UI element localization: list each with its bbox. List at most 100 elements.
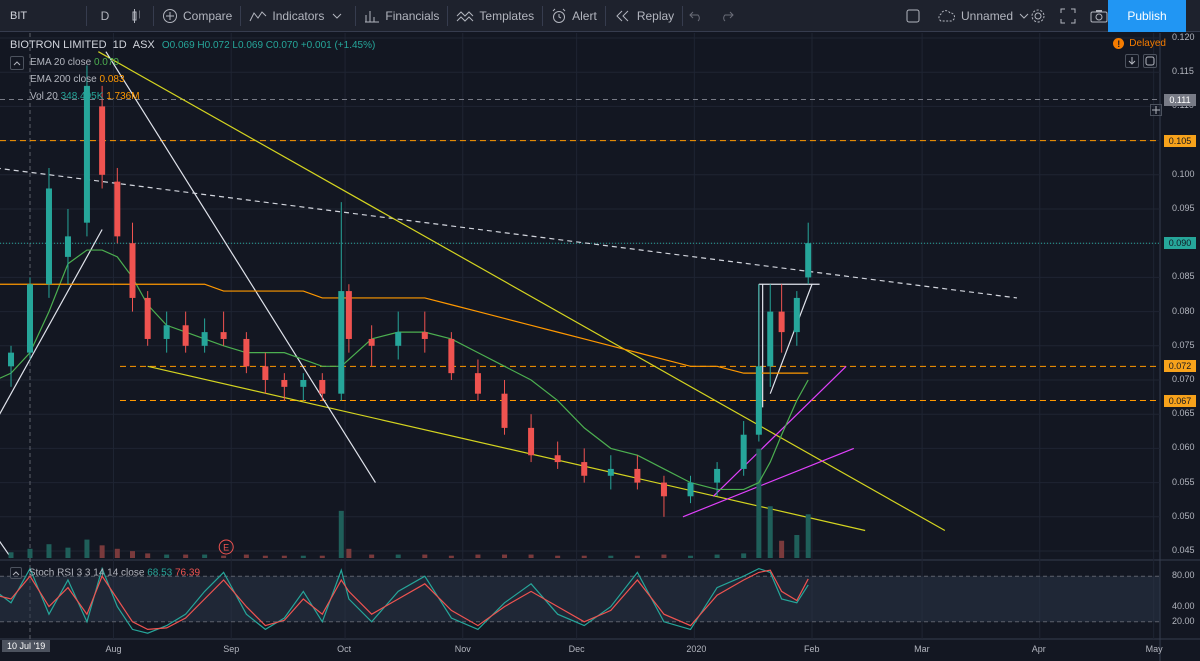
scroll-down-button[interactable] — [1125, 54, 1139, 68]
volume-ma-value: 1.736M — [106, 91, 140, 102]
plus-circle-icon — [163, 8, 177, 23]
price-tick-label: 0.070 — [1172, 374, 1195, 384]
price-chart[interactable]: E — [0, 33, 1200, 661]
earnings-marker — [218, 539, 234, 555]
candle-body — [395, 332, 402, 346]
volume-bar — [805, 514, 811, 558]
indicators-button[interactable]: Indicators — [241, 0, 355, 32]
interval-button[interactable]: D — [87, 0, 123, 32]
symbol-search[interactable]: BIT — [0, 0, 86, 32]
templates-icon — [457, 10, 474, 22]
volume-bar — [422, 554, 428, 558]
candle-body — [421, 332, 428, 339]
alert-label: Alert — [572, 8, 597, 23]
symbol-legend: BIOTRON LIMITED 1D ASX O0.069 H0.072 L0.… — [10, 39, 375, 51]
candle-body — [554, 455, 561, 463]
chart-area[interactable]: E BIOTRON LIMITED 1D ASX O0.069 H0.072 L… — [0, 32, 1200, 661]
arrow-down-icon — [1128, 57, 1136, 65]
volume-bars — [8, 448, 811, 558]
alarm-clock-icon — [552, 8, 566, 23]
candle-body — [767, 311, 774, 367]
publish-button[interactable]: Publish — [1108, 0, 1186, 32]
delayed-badge[interactable]: ! Delayed — [1113, 38, 1166, 49]
candle-body — [182, 325, 189, 346]
cloud-icon — [938, 9, 955, 21]
yellow-trendline — [98, 51, 946, 532]
fullscreen-toggle-button[interactable] — [898, 0, 933, 32]
compare-button[interactable]: Compare — [154, 0, 240, 32]
replay-button[interactable]: Replay — [606, 0, 682, 32]
candle-body — [581, 462, 588, 476]
volume-bar — [319, 555, 325, 558]
candles-icon — [132, 8, 140, 23]
candle-body — [129, 243, 136, 298]
collapse-rsi-button[interactable] — [10, 567, 22, 579]
volume-bar — [84, 539, 90, 558]
candle-body — [8, 352, 15, 367]
stoch-k-value: 68.53 — [147, 567, 173, 579]
replay-label: Replay — [636, 8, 675, 23]
white-trendline — [105, 51, 376, 483]
volume-label: Vol 20 — [30, 91, 58, 102]
add-line-button[interactable] — [1150, 104, 1162, 116]
volume-bar — [767, 506, 773, 558]
volume-bar — [608, 555, 614, 558]
grid — [0, 33, 1200, 661]
publish-label: Publish — [1127, 9, 1167, 23]
price-tick-label: 0.075 — [1172, 339, 1195, 350]
volume-bar — [46, 544, 52, 558]
volume-bar — [99, 545, 105, 558]
price-badge: 0.090 — [1164, 237, 1196, 250]
financials-button[interactable]: Financials — [356, 0, 447, 32]
alert-button[interactable]: Alert — [543, 0, 605, 32]
reset-chart-button[interactable] — [1143, 54, 1157, 68]
candle-body — [607, 468, 614, 476]
white-trendline — [0, 229, 103, 415]
candle-body — [99, 106, 106, 175]
templates-button[interactable]: Templates — [448, 0, 542, 32]
price-badge: 0.105 — [1164, 134, 1196, 147]
volume-bar — [741, 553, 747, 558]
flag-rising-line — [769, 284, 813, 394]
divider — [604, 5, 606, 26]
snapshot-button[interactable] — [1082, 0, 1121, 32]
drawings — [0, 51, 1160, 559]
divider — [682, 5, 684, 26]
time-tick-label: Nov — [454, 644, 471, 654]
volume-legend: Vol 20 348.495K 1.736M — [30, 91, 140, 102]
divider — [240, 5, 242, 26]
fullscreen-button[interactable] — [1052, 0, 1089, 32]
undo-button[interactable] — [683, 0, 714, 32]
price-tick-label: 0.080 — [1172, 305, 1195, 316]
candle-body — [793, 297, 800, 333]
candle-body — [714, 468, 721, 483]
settings-button[interactable] — [1022, 0, 1059, 32]
divider — [355, 5, 357, 26]
candle-body — [243, 338, 250, 367]
candle-body — [474, 373, 481, 394]
volume-bar — [129, 551, 135, 558]
symbol-text: BIT — [10, 9, 28, 22]
indicators-label: Indicators — [272, 8, 325, 23]
price-badge: 0.111 — [1164, 93, 1196, 106]
ema200-line — [0, 283, 809, 374]
candle-body — [83, 85, 90, 223]
time-tick-label: Mar — [914, 644, 930, 654]
redo-icon — [723, 11, 734, 21]
chart-type-button[interactable] — [123, 0, 153, 32]
price-tick-label: 0.100 — [1172, 168, 1195, 179]
price-badge: 0.072 — [1164, 360, 1196, 373]
volume-bar — [528, 554, 534, 558]
volume-bar — [502, 554, 508, 558]
stoch-d-line — [0, 569, 809, 631]
price-tick-label: 0.085 — [1172, 271, 1195, 282]
rewind-icon — [616, 10, 629, 21]
volume-bar — [221, 555, 227, 558]
collapse-legend-button[interactable] — [10, 56, 24, 70]
stoch-rsi-pane — [0, 566, 1160, 634]
volume-bar — [779, 540, 785, 558]
redo-button[interactable] — [714, 0, 745, 32]
price-tick-label: 0.115 — [1172, 66, 1194, 77]
candle-body — [345, 291, 352, 339]
layout-name-button[interactable]: Unnamed — [928, 0, 1042, 32]
